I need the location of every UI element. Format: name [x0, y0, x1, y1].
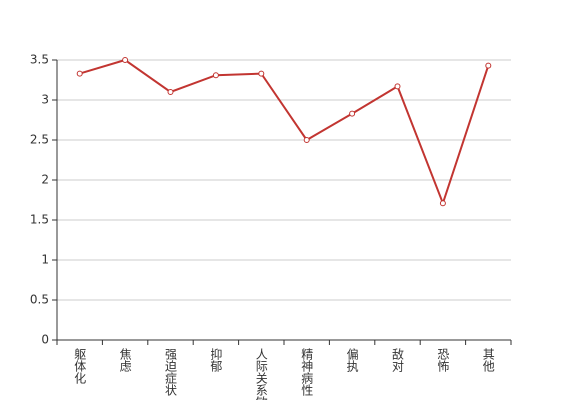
y-tick-label: 3: [41, 93, 49, 107]
y-tick-label: 0.5: [30, 293, 49, 307]
x-tick-label: 其他: [481, 348, 495, 372]
point: [394, 83, 401, 90]
x-tick-label: 抑郁: [209, 347, 223, 373]
x-tick-label: 强迫症状: [164, 348, 178, 396]
y-tick-label: 1: [41, 253, 49, 267]
point: [76, 70, 83, 77]
point: [258, 70, 265, 77]
y-tick-label: 1.5: [30, 213, 49, 227]
x-tick-label: 精神病性: [300, 348, 314, 397]
x-tick-label: 偏执: [345, 347, 359, 373]
x-tick-label: 躯体化: [73, 347, 87, 385]
y-tick-label: 0: [41, 333, 49, 347]
point: [303, 137, 310, 143]
x-tick-label: 恐怖: [436, 348, 450, 372]
point: [122, 57, 129, 63]
y-tick-label: 3.5: [30, 53, 49, 67]
y-tick-label: 2: [41, 173, 49, 187]
point: [439, 200, 446, 207]
y-tick-label: 2.5: [30, 133, 49, 147]
point: [485, 62, 492, 69]
line: [79, 58, 490, 207]
x-tick-label: 人际关系敏感: [254, 348, 268, 400]
point: [167, 89, 174, 95]
x-tick-label: 敌对: [391, 347, 405, 372]
x-tick-label: 焦虑: [118, 348, 132, 372]
point: [212, 72, 219, 79]
point: [349, 110, 356, 117]
